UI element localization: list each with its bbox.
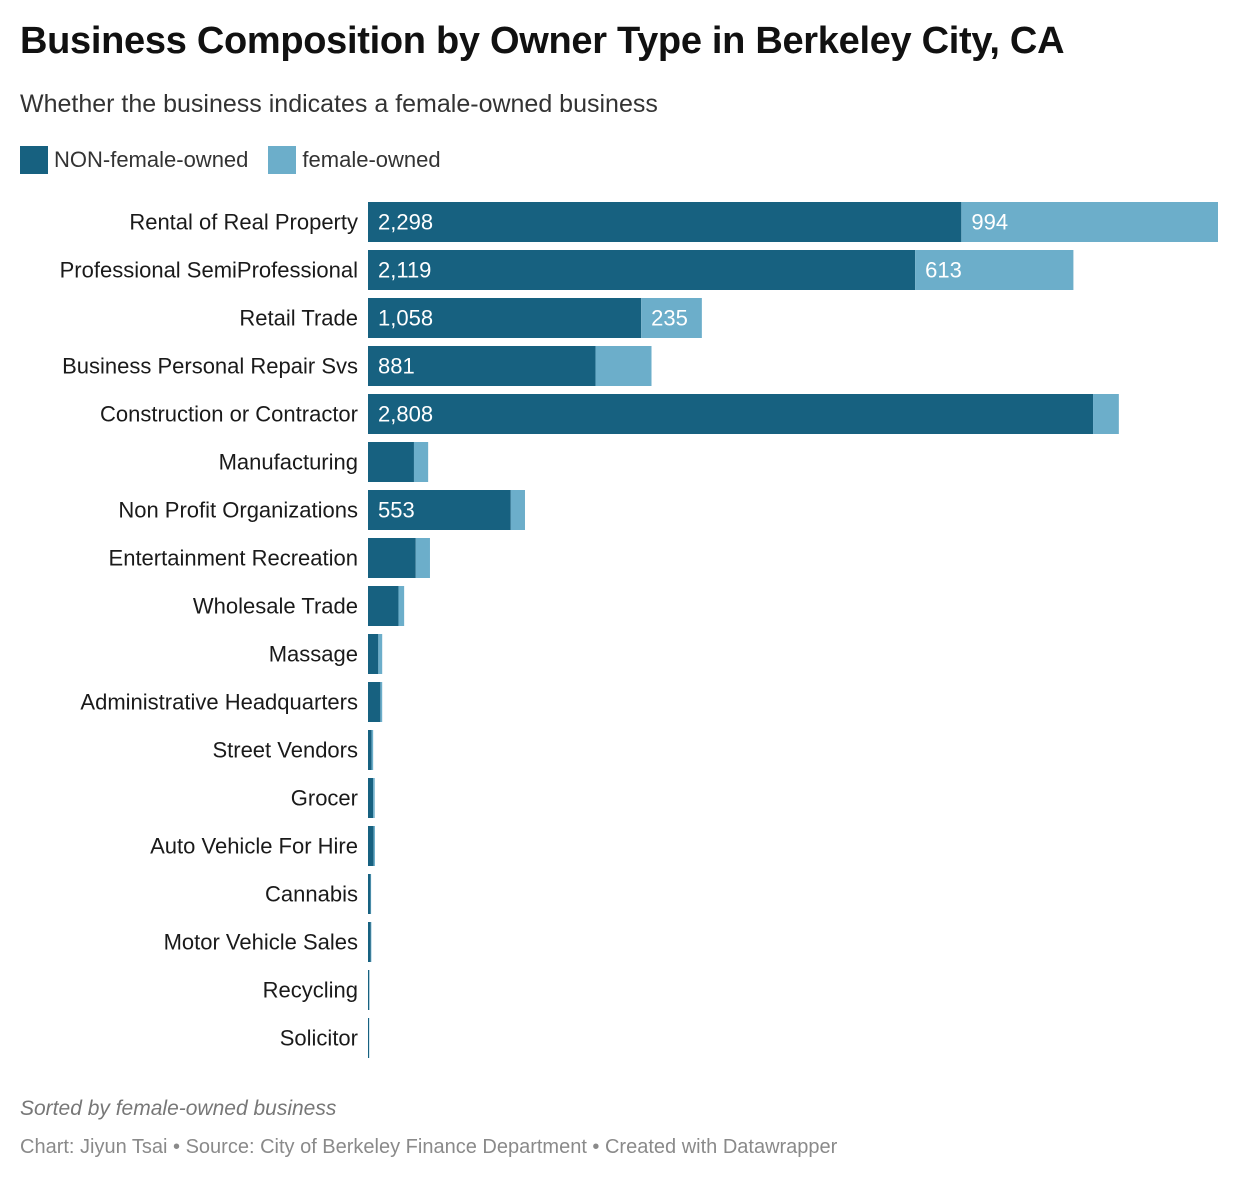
bar-non-female-owned-street-vendors xyxy=(368,730,372,770)
category-label-entertainment-recreation: Entertainment Recreation xyxy=(109,546,358,571)
category-label-wholesale-trade: Wholesale Trade xyxy=(193,594,358,619)
category-label-non-profit-organizations: Non Profit Organizations xyxy=(118,498,358,523)
bar-female-owned-cannabis xyxy=(370,874,372,914)
bar-non-female-owned-motor-vehicle-sales xyxy=(368,922,371,962)
bar-female-owned-grocer xyxy=(373,778,375,818)
category-label-massage: Massage xyxy=(269,642,358,667)
category-label-cannabis: Cannabis xyxy=(265,882,358,907)
bar-non-female-owned-non-profit-organizations xyxy=(368,490,511,530)
bar-non-female-owned-solicitor xyxy=(368,1018,370,1058)
bar-female-owned-rental-of-real-property xyxy=(961,202,1218,242)
category-label-rental-of-real-property: Rental of Real Property xyxy=(129,210,358,235)
bar-female-owned-auto-vehicle-for-hire xyxy=(373,826,375,866)
category-label-business-personal-repair-svs: Business Personal Repair Svs xyxy=(62,354,358,379)
bar-female-owned-street-vendors xyxy=(371,730,374,770)
category-label-professional-semiprofessional: Professional SemiProfessional xyxy=(60,258,358,283)
bar-female-owned-wholesale-trade xyxy=(398,586,405,626)
category-label-solicitor: Solicitor xyxy=(280,1026,358,1051)
legend-swatch-female-owned xyxy=(268,146,297,174)
legend-item-female-owned: female-owned xyxy=(268,146,441,174)
bar-non-female-owned-grocer xyxy=(368,778,374,818)
bar-non-female-owned-business-personal-repair-svs xyxy=(368,346,596,386)
bar-non-female-owned-massage xyxy=(368,634,379,674)
data-label-female-owned-professional-semiprofessional: 613 xyxy=(925,258,962,283)
bar-female-owned-business-personal-repair-svs xyxy=(595,346,652,386)
chart-title: Business Composition by Owner Type in Be… xyxy=(20,20,1065,62)
bar-non-female-owned-rental-of-real-property xyxy=(368,202,962,242)
bar-non-female-owned-retail-trade xyxy=(368,298,642,338)
data-label-female-owned-rental-of-real-property: 994 xyxy=(971,210,1008,235)
category-label-recycling: Recycling xyxy=(263,978,358,1003)
data-label-non-female-owned-construction-or-contractor: 2,808 xyxy=(378,402,433,427)
bar-non-female-owned-construction-or-contractor xyxy=(368,394,1094,434)
category-label-grocer: Grocer xyxy=(291,786,358,811)
category-label-construction-or-contractor: Construction or Contractor xyxy=(100,402,358,427)
bar-female-owned-retail-trade xyxy=(641,298,702,338)
category-label-street-vendors: Street Vendors xyxy=(212,738,358,763)
bar-non-female-owned-manufacturing xyxy=(368,442,414,482)
legend-label-female-owned: female-owned xyxy=(302,147,441,172)
bar-non-female-owned-wholesale-trade xyxy=(368,586,399,626)
category-label-retail-trade: Retail Trade xyxy=(239,306,358,331)
data-label-non-female-owned-rental-of-real-property: 2,298 xyxy=(378,210,433,235)
data-label-non-female-owned-retail-trade: 1,058 xyxy=(378,306,433,331)
chart-notes: Sorted by female-owned business xyxy=(20,1097,337,1120)
data-label-female-owned-retail-trade: 235 xyxy=(651,306,688,331)
bar-non-female-owned-auto-vehicle-for-hire xyxy=(368,826,374,866)
bar-non-female-owned-administrative-headquarters xyxy=(368,682,381,722)
bar-female-owned-administrative-headquarters xyxy=(380,682,383,722)
data-label-non-female-owned-business-personal-repair-svs: 881 xyxy=(378,354,415,379)
bar-female-owned-non-profit-organizations xyxy=(510,490,525,530)
category-label-motor-vehicle-sales: Motor Vehicle Sales xyxy=(164,930,358,955)
bar-non-female-owned-cannabis xyxy=(368,874,371,914)
category-label-administrative-headquarters: Administrative Headquarters xyxy=(80,690,358,715)
bar-female-owned-professional-semiprofessional xyxy=(915,250,1074,290)
bar-female-owned-massage xyxy=(378,634,383,674)
data-label-non-female-owned-non-profit-organizations: 553 xyxy=(378,498,415,523)
bar-female-owned-manufacturing xyxy=(413,442,429,482)
chart-subtitle: Whether the business indicates a female-… xyxy=(20,90,658,118)
bar-female-owned-construction-or-contractor xyxy=(1093,394,1119,434)
chart-footer: Chart: Jiyun Tsai • Source: City of Berk… xyxy=(20,1136,838,1158)
category-label-auto-vehicle-for-hire: Auto Vehicle For Hire xyxy=(150,834,358,859)
category-label-manufacturing: Manufacturing xyxy=(219,450,358,475)
legend: NON-female-owned female-owned xyxy=(20,146,461,174)
bar-female-owned-motor-vehicle-sales xyxy=(370,922,372,962)
bar-non-female-owned-recycling xyxy=(368,970,370,1010)
legend-item-non-female-owned: NON-female-owned xyxy=(20,146,248,174)
bar-non-female-owned-professional-semiprofessional xyxy=(368,250,916,290)
legend-label-non-female-owned: NON-female-owned xyxy=(54,147,249,172)
legend-swatch-non-female-owned xyxy=(20,146,48,174)
bar-non-female-owned-entertainment-recreation xyxy=(368,538,416,578)
data-label-non-female-owned-professional-semiprofessional: 2,119 xyxy=(378,258,431,283)
bar-female-owned-entertainment-recreation xyxy=(415,538,430,578)
